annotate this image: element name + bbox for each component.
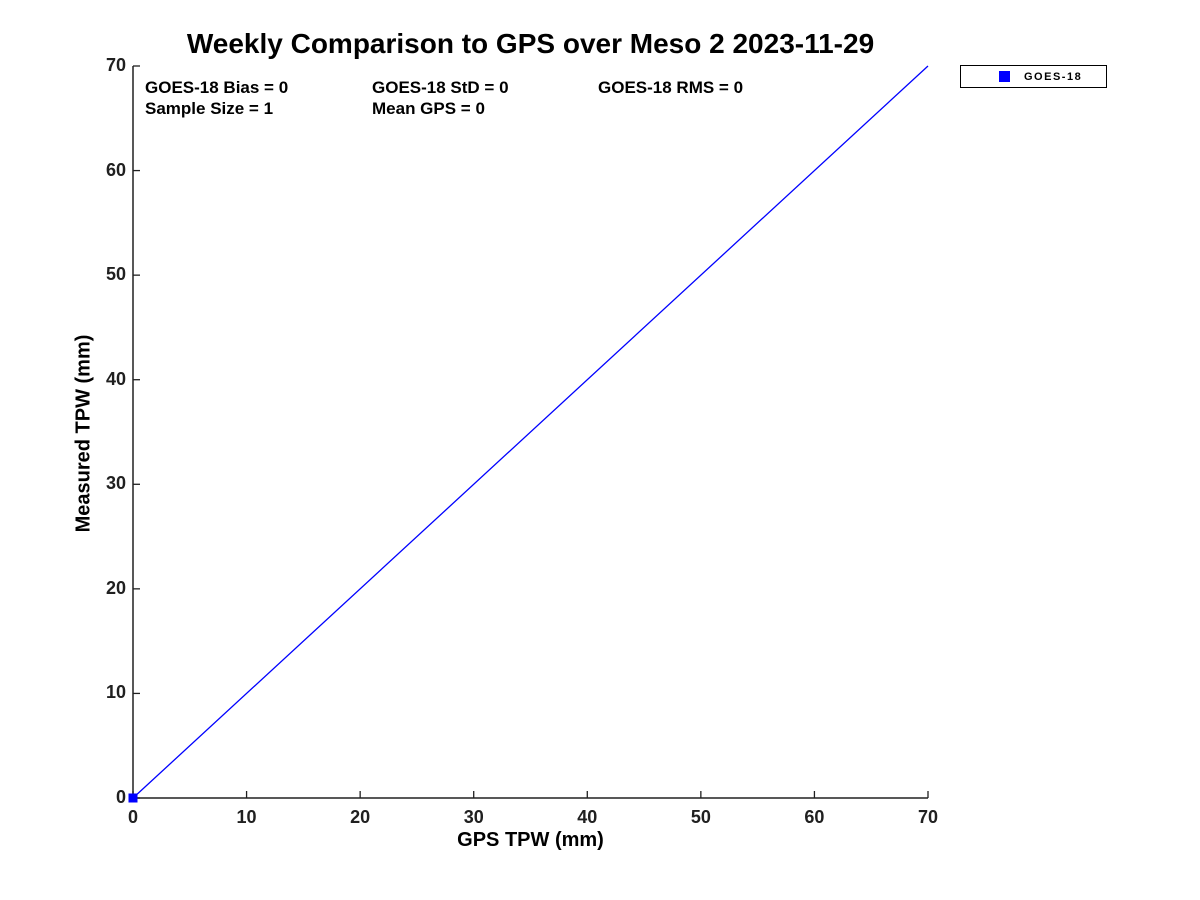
y-tick-label: 10	[105, 682, 126, 703]
y-axis-label: Measured TPW (mm)	[72, 334, 95, 533]
x-tick-label: 0	[127, 807, 138, 827]
legend: GOES-18	[960, 65, 1107, 88]
y-tick-label: 0	[115, 787, 126, 807]
stat-mean-gps: Mean GPS = 0	[372, 99, 485, 118]
identity-line	[132, 65, 929, 799]
x-tick-label: 40	[577, 807, 598, 827]
x-tick-label: 70	[917, 807, 939, 827]
y-tick-label: 30	[105, 473, 126, 494]
data-point-marker	[128, 793, 138, 803]
y-tick-label: 60	[105, 159, 126, 180]
x-tick-label: 30	[463, 807, 484, 827]
x-tick-label: 50	[690, 807, 711, 827]
legend-label: GOES-18	[1024, 70, 1083, 83]
y-tick-label: 50	[105, 264, 126, 285]
x-tick-label: 60	[804, 807, 825, 827]
stat-rms: GOES-18 RMS = 0	[598, 78, 744, 97]
y-tick-label: 40	[105, 368, 126, 389]
x-tick-label: 20	[350, 807, 371, 827]
stat-sample-size: Sample Size = 1	[145, 99, 274, 118]
stat-std: GOES-18 StD = 0	[372, 78, 509, 97]
stat-bias: GOES-18 Bias = 0	[145, 78, 289, 97]
y-tick-label: 70	[105, 55, 126, 75]
y-tick-label: 20	[105, 577, 126, 598]
legend-marker-square-icon	[999, 71, 1010, 82]
x-axis-label: GPS TPW (mm)	[457, 829, 604, 851]
x-tick-label: 10	[236, 807, 257, 827]
chart-title: Weekly Comparison to GPS over Meso 2 202…	[186, 28, 875, 59]
